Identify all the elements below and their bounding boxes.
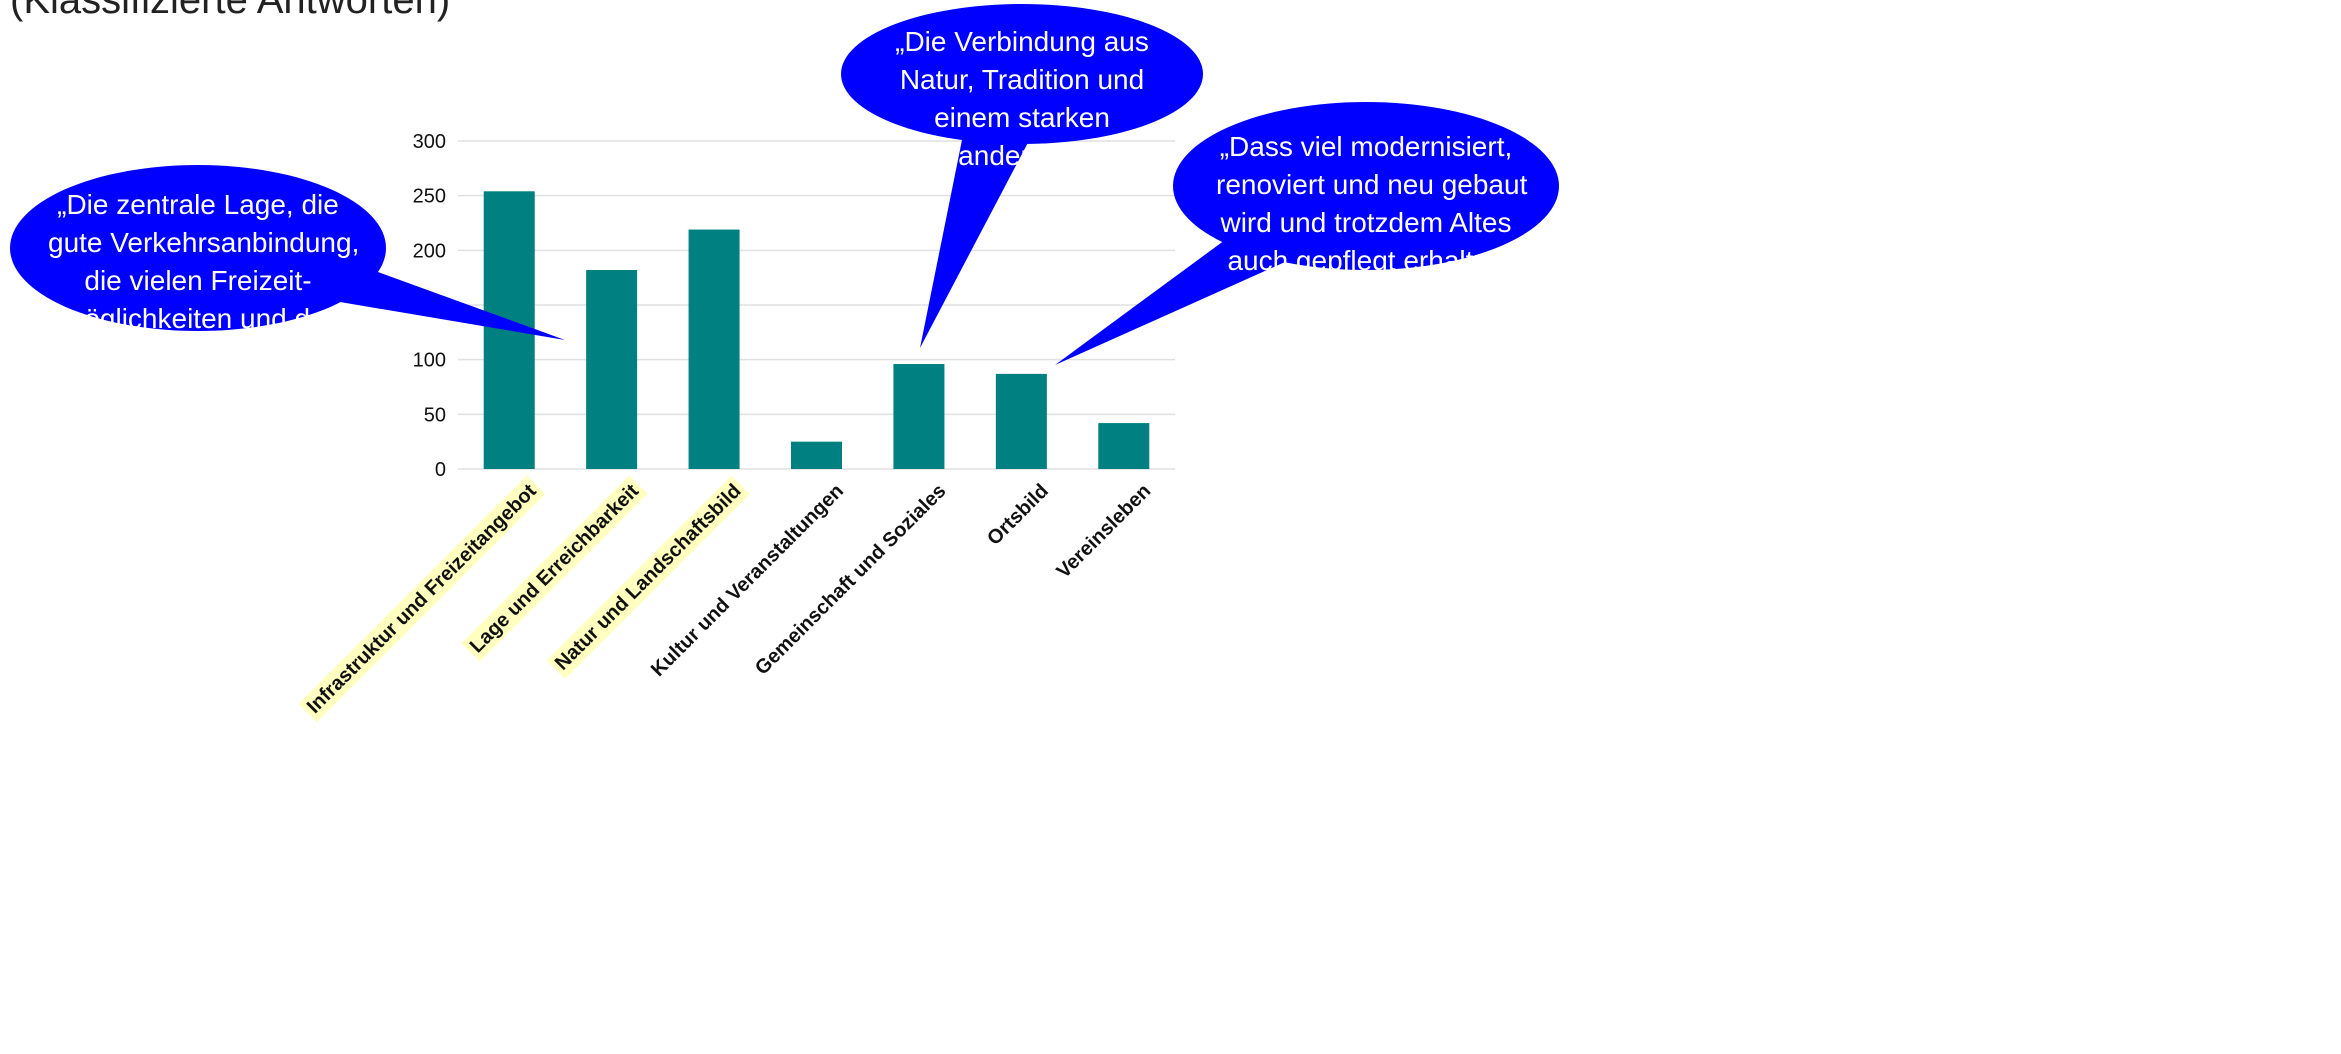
y-tick-label: 250	[413, 186, 446, 208]
speech-bubble-middle-body	[841, 4, 1203, 144]
speech-bubble-right	[1055, 240, 1285, 365]
bars	[483, 191, 1150, 469]
chart-subtitle: (Klassifizierte Antworten)	[10, 0, 451, 22]
quote-left-line: die vielen Freizeit-	[84, 265, 312, 296]
bar	[791, 441, 842, 469]
x-tick-text: Lage und Erreichbarkeit	[466, 480, 644, 658]
quote-left-line: Bevölkerungsmix“	[86, 341, 310, 372]
quote-middle-line: Miteinander im Alltag.“	[883, 140, 1161, 171]
quote-middle-line: „Die Verbindung aus	[895, 26, 1149, 57]
quote-right-line: „Dass viel modernisiert,	[1219, 131, 1513, 162]
x-tick-label: Kultur und Veranstaltungen	[647, 480, 848, 681]
x-tick-label: Natur und Landschaftsbild	[546, 475, 750, 679]
x-tick-text: Infrastruktur und Freizeitangebot	[303, 480, 541, 718]
quote-right-line: auch gepflegt erhalten	[1227, 245, 1505, 276]
quote-left-line: „Die zentrale Lage, die	[57, 189, 339, 220]
x-tick-text: Natur und Landschaftsbild	[551, 480, 746, 675]
x-tick-label: Vereinsleben	[1053, 480, 1156, 583]
quote-middle-line: Natur, Tradition und	[899, 64, 1145, 95]
x-tick-highlight	[461, 475, 648, 662]
quote-right-line: wird und trotzdem Altes	[1220, 207, 1512, 238]
quote-left-line: möglichkeiten und der	[61, 303, 335, 334]
quote-middle: „Die Verbindung aus Natur, Tradition und…	[882, 23, 1162, 175]
x-tick-label: Gemeinschaft und Soziales	[751, 480, 950, 679]
quote-right-line: bleibt.“	[1323, 283, 1409, 314]
quote-middle-line: einem starken	[934, 102, 1110, 133]
y-tick-label: 0	[435, 459, 446, 481]
bar	[1098, 423, 1150, 469]
x-tick-highlight	[298, 475, 546, 723]
quote-left: „Die zentrale Lage, die gute Verkehrsanb…	[48, 186, 360, 376]
bar	[586, 270, 638, 469]
x-tick-text: Gemeinschaft und Soziales	[751, 480, 950, 679]
bar	[688, 229, 740, 469]
speech-bubbles	[10, 4, 1559, 365]
y-axis-ticks: 0 50 100 200 250 300	[413, 131, 446, 481]
x-tick-text: Vereinsleben	[1053, 480, 1156, 583]
x-tick-label: Ortsbild	[983, 480, 1053, 550]
quote-right-line: renoviert und neu gebaut	[1216, 169, 1528, 200]
x-tick-highlight	[546, 475, 750, 679]
speech-bubble-right-body	[1173, 102, 1559, 270]
y-tick-label: 50	[424, 404, 446, 426]
gridlines	[458, 140, 1175, 470]
x-tick-label: Lage und Erreichbarkeit	[461, 475, 648, 662]
y-tick-label: 200	[413, 240, 446, 262]
quote-right: „Dass viel modernisiert, renoviert und n…	[1216, 128, 1528, 318]
speech-bubble-left	[340, 272, 565, 340]
quote-left-line: gute Verkehrsanbindung,	[48, 227, 360, 258]
speech-bubble-middle	[920, 135, 1032, 348]
bar	[995, 373, 1047, 469]
speech-bubble-left-body	[10, 165, 386, 331]
x-tick-text: Kultur und Veranstaltungen	[647, 480, 848, 681]
x-tick-text: Ortsbild	[983, 480, 1053, 550]
y-tick-label: 100	[413, 350, 446, 372]
y-tick-label: 300	[413, 131, 446, 153]
bar	[893, 364, 945, 469]
